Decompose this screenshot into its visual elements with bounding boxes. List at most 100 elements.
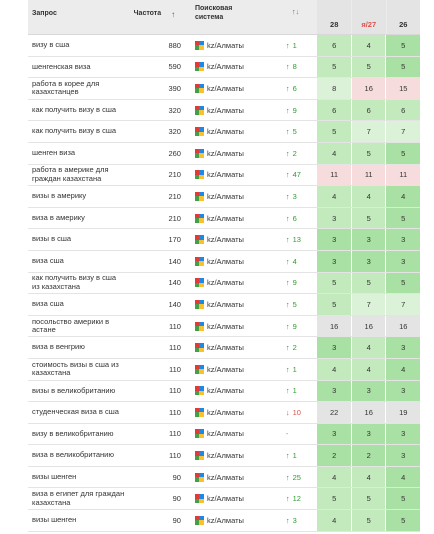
arrow-up-icon: ↑ (285, 321, 290, 331)
position-cell: 16 (351, 78, 386, 99)
table-row[interactable]: стоимость визы в сша из казахстана 110 kz/… (28, 358, 421, 381)
date-column-header-1[interactable]: 28 (317, 0, 351, 34)
arrow-up-icon: ↑ (285, 299, 290, 309)
query-cell[interactable]: шенгенская виза (32, 61, 91, 71)
query-cell[interactable]: посольство америки в астане (32, 316, 110, 335)
trend-value: 1 (292, 386, 297, 396)
trend-cell: ↑ 5 (272, 294, 317, 315)
date-column-header-2[interactable]: я/27 (351, 0, 386, 34)
frequency-cell: 110 (168, 343, 181, 353)
trend-value: 2 (292, 148, 297, 158)
trend-value: 5 (292, 299, 297, 309)
arrow-up-icon: ↑ (285, 127, 290, 137)
query-cell[interactable]: работа в америке для граждан казахстана (32, 165, 109, 183)
query-cell[interactable]: визу в сша (32, 40, 70, 50)
position-cell: 3 (317, 250, 351, 272)
table-row[interactable]: виза в америку 210 kz/Алматы ↑ 6 3 5 5 (28, 207, 421, 230)
table-row[interactable]: работа в корее для казахстанцев 390 kz/Алм… (28, 78, 421, 100)
query-cell[interactable]: визы шенген (32, 471, 77, 481)
query-cell[interactable]: работа в корее для казахстанцев (32, 78, 100, 97)
position-cell: 3 (351, 380, 386, 402)
table-row[interactable]: виза в венгрию 110 kz/Алматы ↑ 2 3 4 3 (28, 337, 421, 359)
table-row[interactable]: визы шенген 90 kz/Алматы ↑ 3 4 5 5 (28, 510, 421, 532)
table-row[interactable]: шенген виза 260 kz/Алматы ↑ 2 4 5 5 (28, 142, 421, 165)
query-cell[interactable]: виза в великобританию (32, 450, 114, 460)
trend-column-header[interactable]: ↑ ↓ (272, 0, 317, 34)
table-row[interactable]: виза в великобританию 110 kz/Алматы ↑ 1 2 2 3 (28, 445, 421, 467)
query-cell[interactable]: шенген виза (32, 148, 76, 158)
date-column-header-3[interactable]: 26 (386, 0, 421, 34)
table-header: Запрос Частота ↑ Поисковая система ↑ ↓ 2… (28, 0, 421, 35)
position-cell: 11 (386, 164, 421, 186)
frequency-cell: 90 (172, 494, 181, 504)
query-cell[interactable]: визы в сша (32, 234, 72, 244)
query-cell[interactable]: как получить визу в сша (32, 126, 117, 136)
engine-cell: kz/Алматы (187, 186, 272, 207)
query-cell[interactable]: студенческая виза в сша (32, 407, 119, 417)
position-cell: 4 (351, 186, 386, 207)
arrow-up-icon: ↑ (285, 364, 290, 374)
table-row[interactable]: как получить визу в сша 320 kz/Алматы ↑ 9 6 6 6 (28, 99, 421, 122)
table-row[interactable]: как получить визу в сша 320 kz/Алматы ↑ 5 5 7 7 (28, 121, 421, 143)
table-row[interactable]: визы шенген 90 kz/Алматы ↑ 25 4 4 4 (28, 466, 421, 489)
query-column-header[interactable]: Запрос (28, 0, 130, 34)
query-cell[interactable]: виза сша (32, 255, 64, 265)
frequency-cell: 320 (168, 105, 181, 115)
search-engine-icon (194, 299, 204, 309)
query-cell[interactable]: виза в америку (32, 212, 85, 222)
engine-cell: kz/Алматы (187, 402, 272, 423)
query-cell[interactable]: визa сша (32, 299, 64, 309)
frequency-column-header[interactable]: Частота ↑ (130, 0, 187, 34)
query-cell[interactable]: визы шенген (32, 515, 77, 525)
table-row[interactable]: работа в америке для граждан казахстана 2… (28, 164, 421, 187)
table-row[interactable]: виза в египет для граждан казахстана 90 kz… (28, 488, 421, 511)
position-cell: 3 (386, 337, 421, 358)
query-cell[interactable]: стоимость визы в сша из казахстана (32, 359, 119, 378)
table-row[interactable]: шенгенская виза 590 kz/Алматы ↑ 8 5 5 5 (28, 56, 421, 79)
table-row[interactable]: визу в сша 880 kz/Алматы ↑ 1 6 4 5 (28, 35, 421, 57)
engine-cell: kz/Алматы (187, 273, 272, 294)
date-header-label: 28 (330, 20, 339, 29)
table-row[interactable]: визу в великобританию 110 kz/Алматы -3 3 3 (28, 423, 421, 446)
trend-cell: ↑ 1 (272, 381, 317, 402)
position-cell: 11 (351, 164, 386, 186)
query-cell[interactable]: как получить визу в сша из казахстана (32, 273, 117, 291)
table-row[interactable]: визы в сша 170 kz/Алматы ↑ 13 3 3 3 (28, 229, 421, 251)
table-body: визу в сша 880 kz/Алматы ↑ 1 6 4 5 шенгенская ви… (28, 35, 421, 532)
search-engine-icon (194, 170, 204, 180)
engine-region-label: kz/Алматы (206, 235, 244, 245)
table-row[interactable]: виза сша 140 kz/Алматы ↑ 4 3 3 3 (28, 250, 421, 273)
position-cell: 5 (351, 272, 386, 294)
position-cell: 3 (317, 337, 351, 358)
position-cell: 7 (351, 121, 386, 142)
query-cell[interactable]: как получить визу в сша (32, 104, 117, 114)
date-header-label: я/27 (361, 20, 377, 29)
arrow-up-icon: ↑ (285, 191, 290, 201)
search-engine-icon (194, 515, 204, 525)
trend-cell: ↑ 6 (272, 208, 317, 229)
query-cell[interactable]: визы в великобританию (32, 385, 116, 395)
search-engine-icon (194, 343, 204, 353)
engine-column-header[interactable]: Поисковая система (187, 0, 272, 34)
table-row[interactable]: посольство америки в астане 110 kz/Алматы ↑… (28, 315, 421, 338)
sort-arrow-icon[interactable]: ↑ (171, 10, 176, 19)
search-engine-icon (194, 83, 204, 93)
position-cell: 5 (317, 488, 351, 510)
frequency-cell: 140 (168, 299, 181, 309)
table-row[interactable]: визa сша 140 kz/Алматы ↑ 5 5 7 7 (28, 294, 421, 316)
query-cell[interactable]: визу в великобританию (32, 428, 114, 438)
trend-cell: ↑ 5 (272, 121, 317, 142)
position-cell: 8 (317, 78, 351, 99)
query-cell[interactable]: виза в венгрию (32, 342, 85, 352)
query-cell[interactable]: виза в египет для граждан казахстана (32, 489, 125, 507)
table-row[interactable]: студенческая виза в сша 110 kz/Алматы ↓ 10 22… (28, 402, 421, 424)
query-cell[interactable]: визы в америку (32, 191, 87, 201)
position-cell: 19 (386, 402, 421, 423)
engine-region-label: kz/Алматы (206, 105, 244, 115)
position-cell: 3 (317, 229, 351, 250)
engine-cell: kz/Алматы (187, 488, 272, 509)
table-row[interactable]: как получить визу в сша из казахстана 140… (28, 272, 421, 295)
table-row[interactable]: визы в великобританию 110 kz/Алматы ↑ 1 3 3 3 (28, 380, 421, 403)
table-row[interactable]: визы в америку 210 kz/Алматы ↑ 3 4 4 4 (28, 186, 421, 208)
trend-value: 2 (292, 343, 297, 353)
